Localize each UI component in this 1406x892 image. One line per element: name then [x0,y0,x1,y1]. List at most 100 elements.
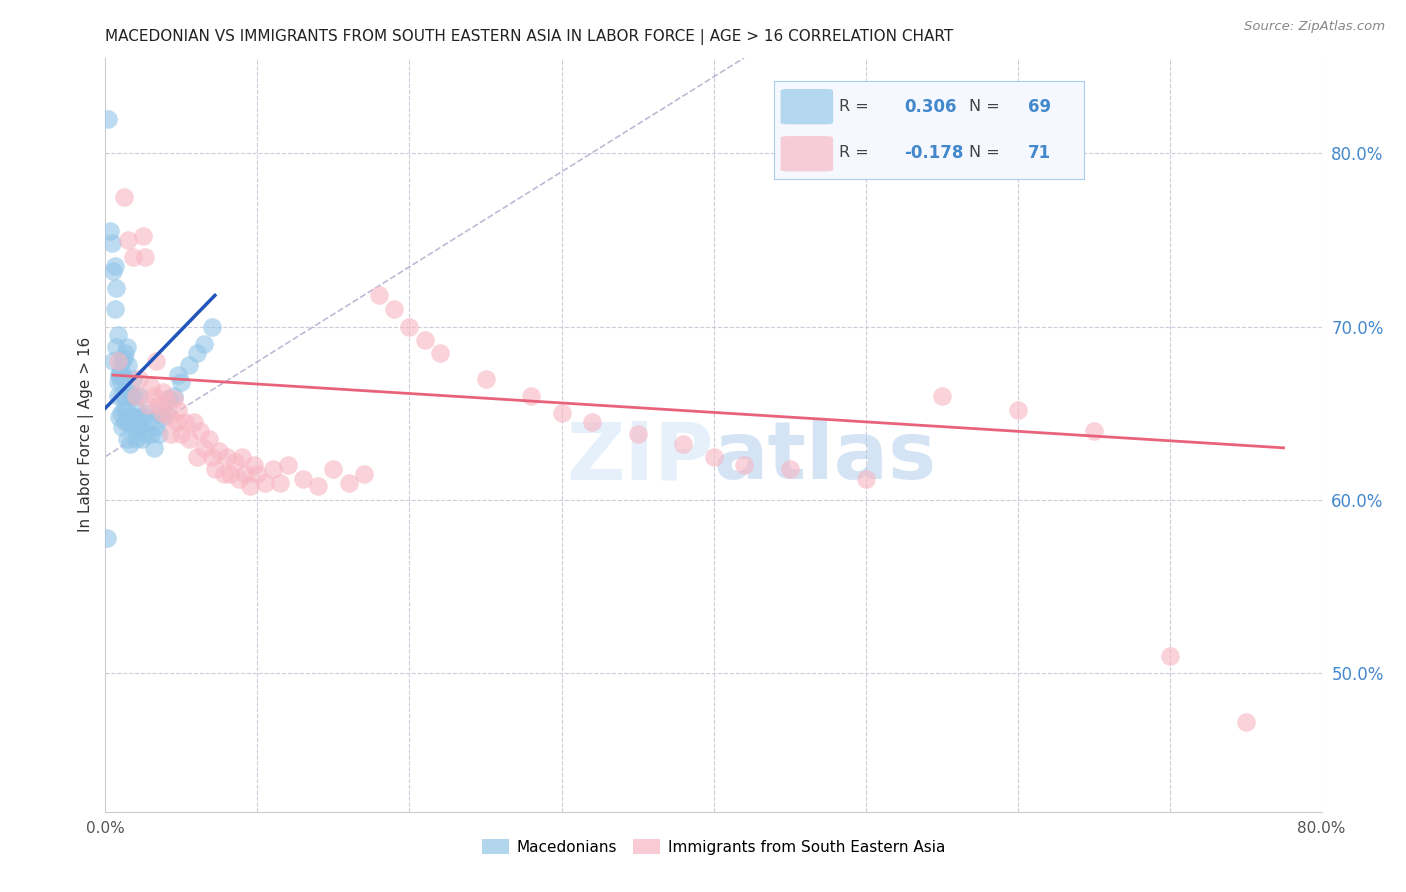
Point [292,472,315,486]
Point [124,420,146,434]
Point [117,385,139,400]
Point [201,319,224,334]
Point [212,467,235,481]
Point [125,432,148,446]
Point [152,385,174,400]
Point [110,406,132,420]
Point [118,409,141,424]
Point [219,467,242,481]
Point [239,479,262,493]
Point [672,437,695,451]
Text: 69: 69 [1028,97,1052,116]
Text: atlas: atlas [713,418,936,497]
Point [121,371,143,385]
Point [98,224,121,238]
Text: Source: ZipAtlas.com: Source: ZipAtlas.com [1244,20,1385,33]
Point [353,467,375,481]
Point [103,259,125,273]
Point [155,406,177,420]
Point [117,415,139,429]
Point [152,409,174,424]
Point [117,233,139,247]
Point [125,389,148,403]
Point [129,420,152,434]
Point [118,437,141,451]
Point [159,427,181,442]
Point [101,354,124,368]
Point [136,415,159,429]
Point [114,345,136,359]
Point [1234,714,1257,729]
Point [105,340,128,354]
Point [201,450,224,464]
Point [112,189,135,203]
Point [167,368,190,382]
Point [173,415,195,429]
Point [124,389,146,403]
Point [208,444,231,458]
Point [224,455,246,469]
Point [110,363,132,377]
Point [115,340,138,354]
Point [145,420,167,434]
Point [111,420,134,434]
FancyBboxPatch shape [780,136,834,171]
Point [139,380,162,394]
Point [115,432,138,446]
Point [132,409,155,424]
Point [111,389,134,403]
Point [520,389,543,403]
Point [550,406,572,420]
Point [105,281,128,295]
Point [112,351,135,365]
Point [413,334,436,348]
Text: 0.306: 0.306 [904,97,956,116]
Point [145,354,167,368]
Point [855,472,877,486]
Point [626,427,648,442]
Point [368,288,391,302]
Point [107,375,129,389]
Point [136,398,159,412]
Point [702,450,725,464]
Point [128,409,150,424]
Point [322,461,344,475]
Point [139,427,162,442]
Point [186,345,208,359]
Point [114,389,136,403]
Point [120,415,142,429]
Point [170,375,193,389]
Point [262,461,284,475]
Point [254,475,277,490]
Point [204,461,226,475]
Point [108,368,131,382]
Point [217,450,239,464]
Point [143,389,166,403]
Text: 71: 71 [1028,144,1052,161]
Point [163,392,186,407]
Point [277,458,299,472]
Point [135,406,157,420]
Point [132,229,155,244]
Point [931,389,953,403]
Point [112,402,135,417]
Point [198,432,221,446]
Point [131,432,153,446]
Text: R =: R = [839,145,869,161]
Point [193,337,215,351]
Point [170,427,193,442]
Point [429,345,451,359]
FancyBboxPatch shape [780,89,834,124]
Point [148,427,170,442]
Point [111,354,134,368]
Point [107,328,129,343]
Point [143,441,166,455]
Point [337,475,360,490]
Point [114,415,136,429]
Point [186,450,208,464]
Point [1007,402,1029,417]
Point [108,409,131,424]
Legend: Macedonians, Immigrants from South Eastern Asia: Macedonians, Immigrants from South Easte… [475,832,952,861]
Point [246,467,269,481]
Point [107,354,129,368]
